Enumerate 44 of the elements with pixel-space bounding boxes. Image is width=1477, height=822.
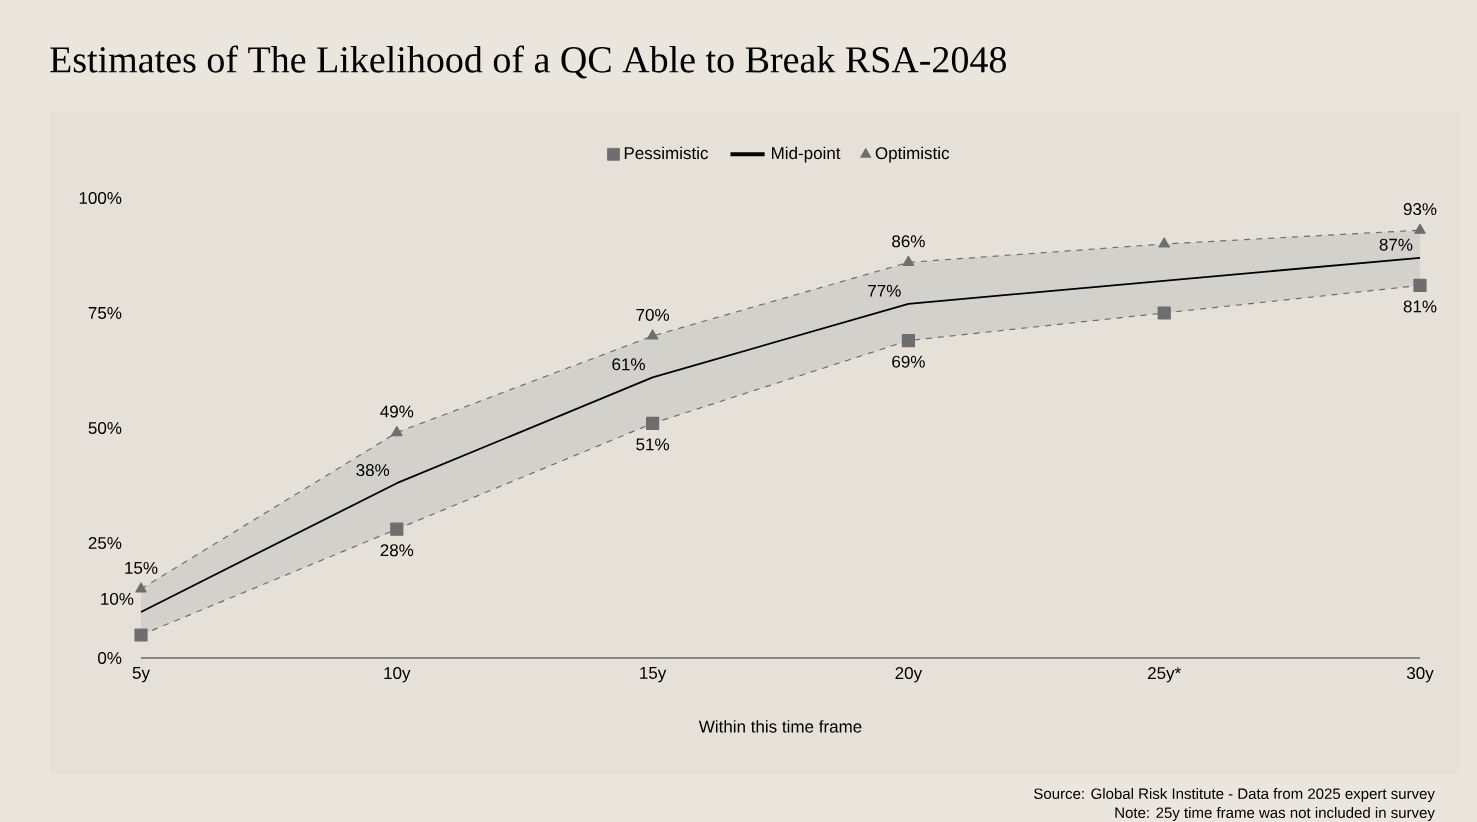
x-tick-label: 10y (384, 667, 411, 683)
legend-label: Optimistic (875, 146, 950, 163)
x-tick-label: 30y (1406, 667, 1434, 683)
data-label: 15% (125, 561, 158, 574)
y-tick-label: 100% (79, 191, 122, 204)
source-note: Source: Global Risk Institute - Data from 2025 expert survey (1034, 788, 1435, 802)
legend-label: Mid-point (772, 146, 841, 163)
text: Note: 25y time frame was not included in survey (1115, 807, 1435, 821)
data-label: 70% (636, 308, 670, 321)
data-label: 69% (892, 355, 925, 368)
data-label: 49% (380, 405, 414, 418)
point (1158, 237, 1170, 248)
data-label: 93% (1403, 203, 1437, 216)
data-label: 77% (868, 284, 901, 297)
x-tick-label: 25y* (1148, 667, 1181, 683)
point (901, 333, 916, 348)
data-label: 87% (1379, 238, 1413, 251)
point (1413, 278, 1427, 292)
point (646, 416, 660, 430)
x-tick-label: 15y (640, 667, 667, 683)
point (1157, 306, 1171, 320)
x-tick-label: 5y (132, 667, 150, 683)
y-tick-label: 0% (98, 651, 122, 664)
x-tick-label: 20y (895, 667, 923, 683)
chart-title: Estimates of The Likelihood of a QC Able to Break RSA-2048 (50, 45, 1006, 79)
point (135, 582, 147, 593)
point (134, 628, 148, 642)
data-label: 81% (1403, 300, 1437, 313)
point (390, 522, 404, 536)
point (391, 425, 403, 437)
point (646, 329, 659, 340)
point (902, 255, 915, 266)
point (1414, 223, 1426, 234)
x-axis-title: Within this time frame (698, 720, 862, 733)
data-label: 38% (356, 464, 390, 477)
data-label: 10% (101, 592, 134, 605)
data-label: 61% (612, 358, 645, 371)
legend-label: Pessimistic (624, 146, 709, 160)
y-tick-label: 25% (88, 536, 122, 549)
y-tick-label: 75% (88, 307, 122, 319)
data-label: 28% (380, 544, 414, 557)
data-label: 51% (636, 438, 670, 451)
y-tick-label: 50% (88, 421, 122, 434)
data-label: 86% (892, 235, 925, 248)
